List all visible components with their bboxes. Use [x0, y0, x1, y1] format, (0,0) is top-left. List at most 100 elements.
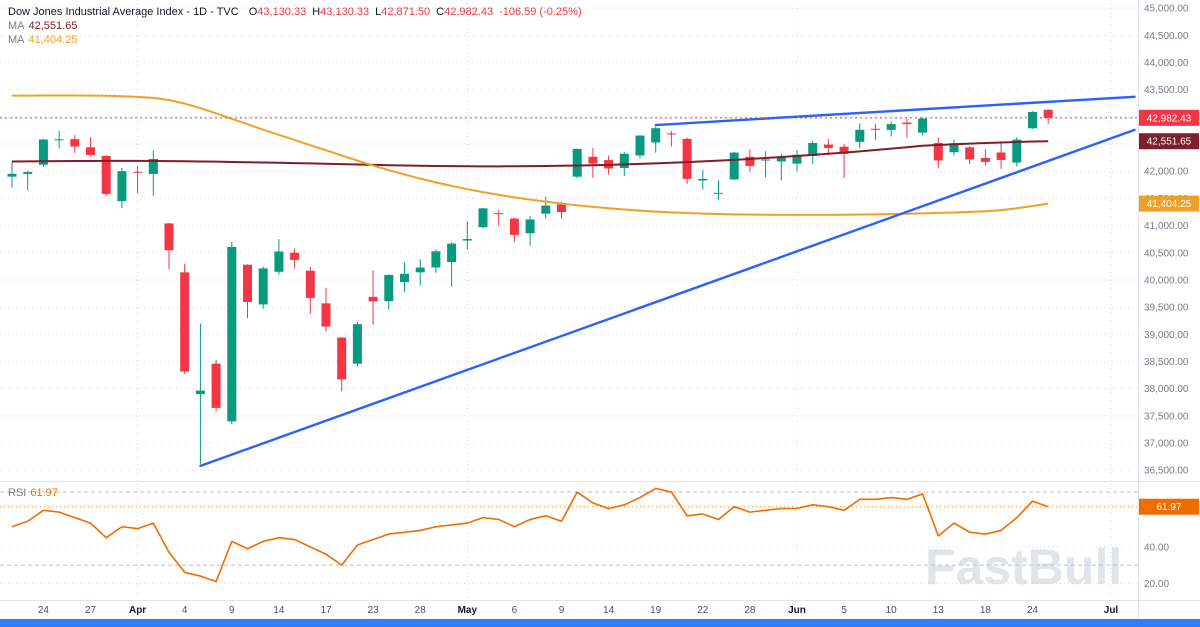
- high-value: 43,130.33: [320, 6, 370, 18]
- time-axis-label[interactable]: 9: [229, 605, 235, 616]
- candle-body: [619, 153, 629, 168]
- price-axis-label: 44,500.00: [1144, 31, 1189, 42]
- rsi-badge: [1139, 498, 1199, 515]
- candle-body: [871, 128, 880, 130]
- candle-body: [7, 173, 17, 177]
- ma-line-2[interactable]: [11, 94, 1049, 216]
- candle-body: [38, 139, 48, 165]
- time-axis-label[interactable]: 10: [886, 605, 898, 616]
- candle-body: [933, 142, 943, 161]
- candle-body: [274, 251, 284, 272]
- time-axis-label[interactable]: 28: [744, 605, 756, 616]
- time-axis-label[interactable]: 22: [697, 605, 709, 616]
- ma2-value: 41,404.25: [28, 34, 78, 46]
- candle-body: [415, 267, 425, 273]
- time-axis-label[interactable]: 9: [559, 605, 565, 616]
- candle-body: [180, 272, 190, 372]
- price-axis-label: 40,000.00: [1144, 275, 1189, 286]
- candle-body: [86, 147, 95, 155]
- time-axis-label[interactable]: 27: [85, 605, 97, 616]
- candle-body: [305, 270, 315, 298]
- rsi-line[interactable]: [11, 487, 1049, 583]
- time-axis-label[interactable]: 19: [650, 605, 662, 616]
- last-price-badge-text: 42,982.43: [1147, 113, 1192, 124]
- price-axis-label: 44,000.00: [1144, 58, 1189, 69]
- last-price-badge: [1139, 109, 1199, 126]
- price-axis-label: 42,000.00: [1144, 167, 1189, 178]
- candle-body: [447, 243, 457, 263]
- rsi-pane-legend[interactable]: RSI 61.97: [8, 486, 58, 500]
- time-axis-label[interactable]: 24: [1027, 605, 1039, 616]
- time-axis-label[interactable]: 5: [841, 605, 847, 616]
- candle-body: [651, 128, 661, 143]
- price-axis-label: 37,500.00: [1144, 411, 1189, 422]
- price-pane-legend: Dow Jones Industrial Average Index - 1D …: [8, 5, 582, 47]
- candle-body: [980, 157, 990, 162]
- rsi-label: RSI: [8, 487, 27, 499]
- candle-body: [478, 208, 488, 228]
- ma1-badge: [1139, 133, 1199, 150]
- candle-body: [902, 122, 912, 125]
- change-value: -106.59 (-0.25%): [499, 6, 582, 18]
- time-axis-label[interactable]: 14: [273, 605, 285, 616]
- candle-body: [996, 152, 1006, 160]
- candle-body: [745, 156, 755, 166]
- candle-body: [133, 171, 143, 173]
- rsi-axis-label: 20.00: [1144, 579, 1169, 590]
- fastbull-watermark: FastBull: [925, 539, 1123, 595]
- close-label: C: [436, 6, 445, 18]
- time-axis-label[interactable]: 14: [603, 605, 615, 616]
- candle-body: [635, 135, 645, 156]
- candle-body: [965, 147, 975, 160]
- candle-body: [776, 156, 786, 162]
- candle-body: [839, 146, 849, 154]
- ohlc-readout: O43,130.33 H43,130.33 L42,871.50 C42,982.43…: [243, 6, 582, 18]
- time-axis-label[interactable]: Jun: [788, 605, 806, 616]
- low-value: 42,871.50: [381, 6, 431, 18]
- trendline[interactable]: [654, 95, 1136, 127]
- rsi-axis-label: 40.00: [1144, 542, 1169, 553]
- time-axis-label[interactable]: 28: [415, 605, 427, 616]
- price-axis-label: 38,000.00: [1144, 384, 1189, 395]
- candle-body: [462, 239, 472, 241]
- open-value: 43,130.33: [257, 6, 307, 18]
- candle-body: [541, 205, 551, 214]
- candle-body: [23, 172, 33, 174]
- price-axis-label: 43,500.00: [1144, 85, 1189, 96]
- ma-legend-row-2[interactable]: MA 41,404.25: [8, 33, 582, 47]
- close-value: 42,982.43: [444, 6, 494, 18]
- candle-body: [588, 156, 598, 164]
- time-axis-label[interactable]: Jul: [1104, 605, 1119, 616]
- candle-body: [290, 252, 300, 260]
- candle-body: [400, 273, 409, 283]
- ma-legend-row-1[interactable]: MA 42,551.65: [8, 19, 582, 33]
- candle-body: [666, 133, 676, 135]
- time-axis-label[interactable]: 17: [320, 605, 332, 616]
- time-axis-label[interactable]: 23: [368, 605, 380, 616]
- time-axis-label[interactable]: Apr: [129, 605, 146, 616]
- ma1-label: MA: [8, 20, 25, 32]
- ma-line-1[interactable]: [11, 140, 1049, 168]
- time-axis-label[interactable]: 13: [933, 605, 945, 616]
- candle-body: [886, 124, 896, 130]
- trendline[interactable]: [199, 128, 1136, 468]
- candle-body: [525, 219, 535, 234]
- time-axis-label[interactable]: 4: [182, 605, 188, 616]
- candle-body: [258, 268, 268, 305]
- ma2-badge-text: 41,404.25: [1147, 199, 1192, 210]
- price-axis-label: 36,500.00: [1144, 466, 1189, 477]
- candle-body: [352, 324, 362, 364]
- time-axis-label[interactable]: May: [458, 605, 478, 616]
- ma2-badge: [1139, 195, 1199, 212]
- candle-body: [117, 171, 127, 202]
- candle-body: [227, 246, 237, 422]
- symbol-title[interactable]: Dow Jones Industrial Average Index - 1D …: [8, 6, 239, 18]
- candle-body: [195, 390, 205, 395]
- candle-body: [823, 144, 833, 148]
- candle-body: [1028, 112, 1037, 129]
- price-axis-label: 39,000.00: [1144, 330, 1189, 341]
- time-axis-label[interactable]: 18: [980, 605, 992, 616]
- time-axis-label[interactable]: 24: [38, 605, 50, 616]
- time-axis-label[interactable]: 6: [512, 605, 518, 616]
